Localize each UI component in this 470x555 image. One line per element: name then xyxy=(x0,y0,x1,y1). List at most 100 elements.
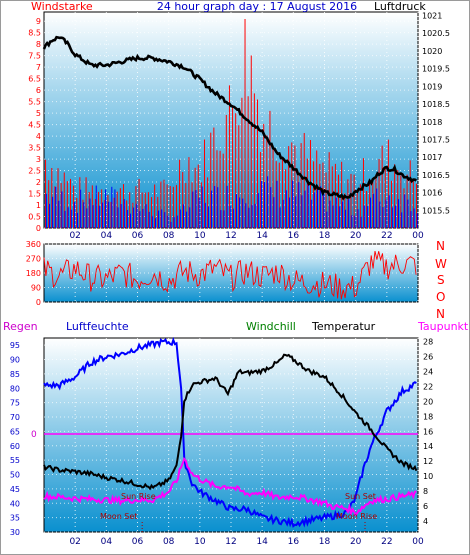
humidity-line xyxy=(43,336,417,528)
temperature-tick-label: 26 xyxy=(423,353,433,362)
y-right-tick-label: 1017.5 xyxy=(422,135,450,144)
dir-label-w: W xyxy=(435,257,447,271)
x-tick-label: 02 xyxy=(69,537,80,547)
y-left-tick-label: 0.5 xyxy=(28,213,41,222)
y-left-tick-label: 3.5 xyxy=(28,144,41,153)
x-tick-label: 16 xyxy=(288,231,300,241)
luftfeuchte-label: Luftfeuchte xyxy=(66,320,129,333)
x-tick-label: 18 xyxy=(319,537,331,547)
y-left-tick-label: 9 xyxy=(36,17,41,26)
sun-rise-label: Sun Rise xyxy=(121,492,156,501)
y-left-tick-label: 8 xyxy=(36,40,41,49)
y-left-tick-label: 2.5 xyxy=(28,167,41,176)
y-left-tick-label: 8.5 xyxy=(28,29,41,38)
regen-label: Regen xyxy=(3,320,38,333)
y-right-tick-label: 1018 xyxy=(422,118,442,127)
humidity-tick-label: 75 xyxy=(10,399,20,408)
grid-lines xyxy=(44,12,419,533)
y-right-tick-label: 1019 xyxy=(422,82,442,91)
x-tick-label: 22 xyxy=(381,537,392,547)
dir-tick-label: 360 xyxy=(26,240,41,249)
wind-direction-line xyxy=(43,251,417,300)
temperature-tick-label: 4 xyxy=(423,517,428,526)
humidity-tick-label: 70 xyxy=(10,413,20,422)
x-tick-label: 04 xyxy=(101,537,113,547)
temperature-tick-label: 10 xyxy=(423,472,433,481)
x-tick-label: 20 xyxy=(350,231,362,241)
temperature-tick-label: 22 xyxy=(423,383,433,392)
y-right-tick-label: 1019.5 xyxy=(422,65,450,74)
temperature-line xyxy=(43,353,418,491)
dir-tick-label: 180 xyxy=(26,269,41,278)
x-tick-label: 06 xyxy=(132,231,144,241)
y-left-tick-label: 5.5 xyxy=(28,98,41,107)
humidity-tick-label: 50 xyxy=(10,471,20,480)
data-series xyxy=(42,18,418,532)
x-tick-label: 12 xyxy=(225,537,236,547)
y-left-tick-label: 4 xyxy=(36,132,41,141)
dir-label-s: S xyxy=(437,273,445,287)
y-left-tick-label: 7.5 xyxy=(28,52,41,61)
humidity-tick-label: 55 xyxy=(10,456,20,465)
y-right-tick-label: 1016.5 xyxy=(422,171,450,180)
pressure-line xyxy=(42,35,417,201)
x-tick-label: 12 xyxy=(225,231,236,241)
temperature-tick-label: 18 xyxy=(423,412,433,421)
luftdruck-label: Luftdruck xyxy=(374,0,426,13)
y-left-tick-label: 5 xyxy=(36,109,41,118)
x-tick-label: 20 xyxy=(350,537,362,547)
y-left-tick-label: 1.5 xyxy=(28,190,41,199)
y-left-tick-label: 4.5 xyxy=(28,121,41,130)
y-left-tick-label: 1 xyxy=(36,201,41,210)
y-right-tick-label: 1015.5 xyxy=(422,206,450,215)
humidity-tick-label: 85 xyxy=(10,370,20,379)
temperature-tick-label: 28 xyxy=(423,338,433,347)
x-tick-label: 16 xyxy=(288,537,300,547)
moon-set-label: Moon Set xyxy=(100,512,137,521)
y-right-tick-label: 1020.5 xyxy=(422,29,450,38)
temperature-tick-label: 14 xyxy=(423,442,433,451)
windchill-label: Windchill xyxy=(246,320,296,333)
x-tick-label: 10 xyxy=(194,537,206,547)
dewpoint-line xyxy=(43,456,417,517)
y-left-tick-label: 3 xyxy=(36,155,41,164)
humidity-tick-label: 30 xyxy=(10,528,20,537)
x-tick-label: 06 xyxy=(132,537,144,547)
temperature-tick-label: 6 xyxy=(423,502,428,511)
x-tick-label: 10 xyxy=(194,231,206,241)
chart-title: 24 hour graph day : 17 August 2016 xyxy=(157,0,357,13)
y-right-tick-label: 1021 xyxy=(422,12,442,21)
humidity-tick-label: 45 xyxy=(10,485,20,494)
y-right-tick-label: 1020 xyxy=(422,47,442,56)
x-tick-label: 00 xyxy=(412,537,424,547)
humidity-tick-label: 95 xyxy=(10,341,20,350)
y-right-tick-label: 1016 xyxy=(422,189,442,198)
x-tick-label: 08 xyxy=(163,231,175,241)
rain-zero-label: 0 xyxy=(31,430,37,440)
dir-label-n-top: N xyxy=(436,239,445,253)
windstarke-label: Windstarke xyxy=(31,0,93,13)
x-tick-label: 18 xyxy=(319,231,331,241)
moon-rise-label: Moon Rise xyxy=(336,512,377,521)
temperature-tick-label: 12 xyxy=(423,457,433,466)
humidity-tick-label: 60 xyxy=(10,442,20,451)
humidity-tick-label: 80 xyxy=(10,384,20,393)
dir-label-n-bottom: N xyxy=(436,307,445,321)
temperature-tick-label: 8 xyxy=(423,487,428,496)
dir-tick-label: 90 xyxy=(31,284,41,293)
humidity-tick-label: 90 xyxy=(10,356,20,365)
humidity-tick-label: 35 xyxy=(10,514,20,523)
temperature-tick-label: 24 xyxy=(423,368,433,377)
y-right-tick-label: 1017 xyxy=(422,153,442,162)
x-tick-label: 02 xyxy=(69,231,80,241)
dir-label-o: O xyxy=(436,290,445,304)
temperature-tick-label: 16 xyxy=(423,427,433,436)
x-tick-label: 00 xyxy=(412,231,424,241)
dir-tick-label: 270 xyxy=(26,255,41,264)
humidity-tick-label: 40 xyxy=(10,499,20,508)
temperature-tick-label: 20 xyxy=(423,397,433,406)
x-tick-label: 22 xyxy=(381,231,392,241)
x-tick-label: 04 xyxy=(101,231,113,241)
